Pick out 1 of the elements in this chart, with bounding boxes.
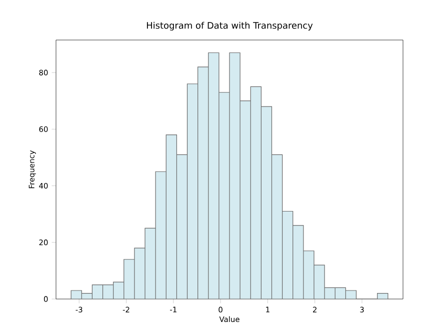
chart-title: Histogram of Data with Transparency [146,22,313,30]
